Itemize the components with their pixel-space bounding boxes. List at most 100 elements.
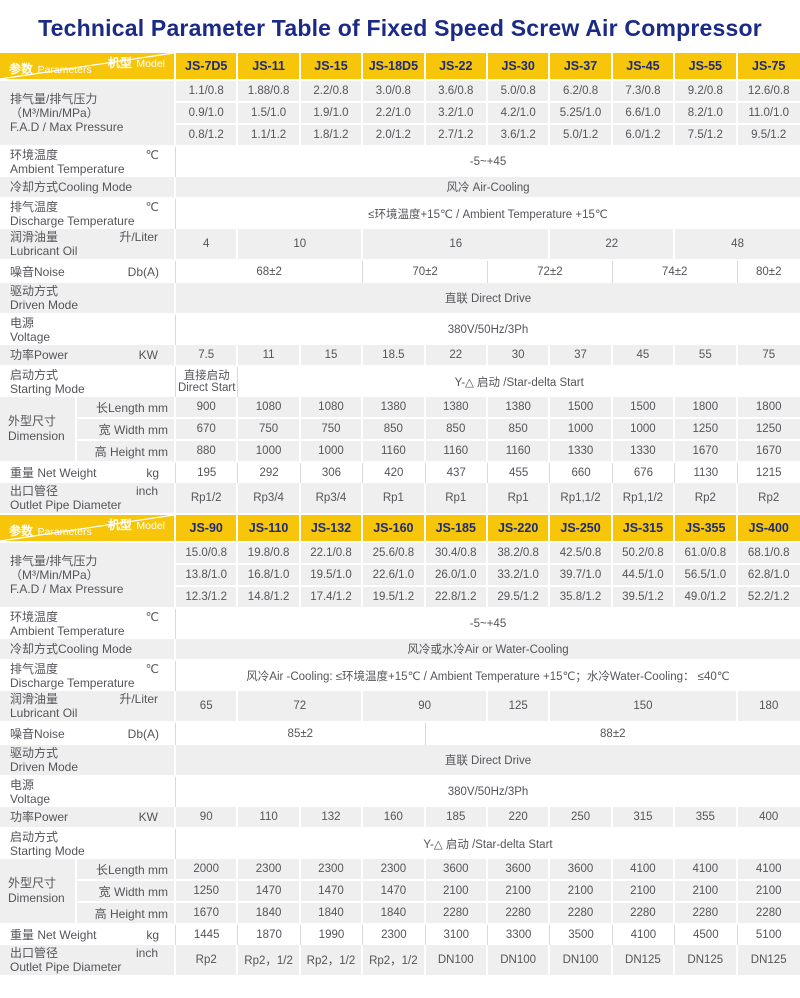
dimension-line: 1250 1470 1470 1470 2100 2100 2100 2100 2100 2100 xyxy=(176,881,800,901)
model-header-cell: JS-220 xyxy=(487,515,551,541)
fad-values: 15.0/0.8 19.8/0.8 22.1/0.8 25.6/0.8 30.4/0.8… xyxy=(176,543,800,607)
value-cell: 1840 xyxy=(363,903,426,923)
value-cell: 7.5/1.2 xyxy=(675,125,738,145)
value-cell: 850 xyxy=(425,419,488,439)
value-cell: 660 xyxy=(550,463,613,483)
value-cell: 5.0/1.2 xyxy=(550,125,613,145)
value-cell: 3600 xyxy=(425,859,488,879)
model-header-cell: JS-160 xyxy=(363,515,426,541)
param-label-cell: 重量 Net Weight kg xyxy=(0,463,176,483)
value-cell: 2100 xyxy=(550,881,613,901)
parameters-label-cn: 参数 xyxy=(9,524,34,538)
value-cell: 56.5/1.0 xyxy=(675,565,738,585)
fad-values: 1.1/0.8 1.88/0.8 2.2/0.8 3.0/0.8 3.6/0.8 5.0/… xyxy=(176,81,800,145)
param-label-cell: 噪音Noise Db(A) xyxy=(0,723,176,745)
model-header-cell: JS-250 xyxy=(550,515,613,541)
value-cell: 0.8/1.2 xyxy=(176,125,239,145)
value-cell: 750 xyxy=(238,419,301,439)
value-cell: 22 xyxy=(425,345,488,365)
value-cell: 88±2 xyxy=(425,723,800,745)
value-cell: 1470 xyxy=(300,881,364,901)
value-cell: 3.6/0.8 xyxy=(425,81,488,101)
value-cell: 380V/50Hz/3Ph xyxy=(176,777,800,807)
value-cell: 1080 xyxy=(238,397,301,417)
parameters-label: 参数 Parameters xyxy=(9,60,92,78)
value-cell: 1160 xyxy=(363,441,426,461)
value-cell: 2280 xyxy=(737,903,800,923)
param-label-cell: 噪音Noise Db(A) xyxy=(0,261,176,283)
param-label-line: 排气温度 ℃ xyxy=(10,200,175,214)
param-row: 电源 Voltage 380V/50Hz/3Ph xyxy=(0,777,800,807)
value-cell: 2280 xyxy=(675,903,738,923)
value-cell: 2300 xyxy=(238,859,301,879)
model-header-cell: JS-7D5 xyxy=(176,53,239,79)
value-cell: 55 xyxy=(675,345,738,365)
value-cell: 18.5 xyxy=(363,345,426,365)
value-cell: 1130 xyxy=(675,463,738,483)
unit-label: Db(A) xyxy=(127,265,159,279)
param-label-line: 出口管径 inch xyxy=(10,484,174,498)
model-header-cell: JS-400 xyxy=(737,515,800,541)
param-label-text: 出口管径 xyxy=(10,946,59,960)
value-cell: 5.25/1.0 xyxy=(550,103,613,123)
param-label-english: Lubricant Oil xyxy=(10,706,78,720)
param-label-text: 排气量/排气压力（M³/Min/MPa） xyxy=(10,554,99,582)
value-cell: 22.8/1.2 xyxy=(425,587,488,607)
value-cell: 49.0/1.2 xyxy=(675,587,738,607)
value-cell: 26.0/1.0 xyxy=(425,565,488,585)
value-cell: 1.9/1.0 xyxy=(300,103,364,123)
param-row: 噪音Noise Db(A) 85±2 88±2 xyxy=(0,723,800,745)
value-cell: 72 xyxy=(238,691,364,721)
param-label-english: Outlet Pipe Diameter xyxy=(10,960,122,974)
param-label-cell: 排气温度 ℃ Discharge Temperature xyxy=(0,661,176,691)
parameter-table-1: 机型 Model 参数 Parameters JS-7D5 JS-11 JS-15 JS-… xyxy=(0,53,800,513)
value-cell: 3100 xyxy=(425,925,488,945)
param-label-cell: 润滑油量 升/Liter Lubricant Oil xyxy=(0,229,176,259)
dimension-line: 880 1000 1000 1160 1160 1160 1330 1330 1670 1670 xyxy=(176,441,800,461)
model-header-cell: JS-90 xyxy=(176,515,239,541)
value-cell: 315 xyxy=(612,807,676,827)
value-cell: 180 xyxy=(737,691,800,721)
value-cell: 185 xyxy=(425,807,488,827)
value-cell: 1470 xyxy=(363,881,426,901)
param-label-text: 重量 Net Weight xyxy=(10,928,97,942)
value-cell: 15.0/0.8 xyxy=(176,543,239,563)
value-cell: 72±2 xyxy=(487,261,613,283)
param-label-line: 噪音Noise Db(A) xyxy=(10,265,175,279)
param-label-cell: 重量 Net Weight kg xyxy=(0,925,176,945)
unit-label: ℃ xyxy=(145,148,159,162)
value-cell: -5~+45 xyxy=(176,609,800,639)
unit-label: ℃ xyxy=(145,200,159,214)
value-cell: 65 xyxy=(176,691,239,721)
value-cell: Rp1 xyxy=(363,483,426,513)
value-cell: 1840 xyxy=(238,903,301,923)
param-label-cell: 功率Power KW xyxy=(0,345,176,365)
value-cell: 75 xyxy=(737,345,800,365)
fad-line: 15.0/0.8 19.8/0.8 22.1/0.8 25.6/0.8 30.4/0.8… xyxy=(176,543,800,563)
value-cell: 22.1/0.8 xyxy=(300,543,364,563)
value-cell: 1800 xyxy=(737,397,800,417)
value-cell: Rp1 xyxy=(425,483,488,513)
value-cell: 25.6/0.8 xyxy=(363,543,426,563)
value-cell: 1670 xyxy=(737,441,800,461)
value-cell: 风冷Air -Cooling: ≤环境温度+15℃ / Ambient Temp… xyxy=(176,661,800,691)
value-cell: 110 xyxy=(238,807,301,827)
param-label-cell: 排气量/排气压力（M³/Min/MPa） F.A.D / Max Pressure xyxy=(0,81,176,145)
value-cell: Rp2 xyxy=(176,945,239,975)
value-cell: 15 xyxy=(300,345,364,365)
param-label-english: F.A.D / Max Pressure xyxy=(10,582,124,596)
param-label-text: 电源 xyxy=(10,778,35,792)
parameters-label: 参数 Parameters xyxy=(9,522,92,540)
value-cell: 3.0/0.8 xyxy=(363,81,426,101)
value-cell: 2.7/1.2 xyxy=(425,125,488,145)
value-cell: 9.2/0.8 xyxy=(675,81,738,101)
value-cell: 4100 xyxy=(737,859,800,879)
value-cell: 30 xyxy=(487,345,551,365)
value-cell: Rp3/4 xyxy=(300,483,364,513)
value-cell: 1380 xyxy=(363,397,426,417)
unit-label: KW xyxy=(138,348,158,362)
value-cell: 14.8/1.2 xyxy=(238,587,301,607)
model-header-cell: JS-315 xyxy=(612,515,676,541)
param-label-cell: 冷却方式Cooling Mode xyxy=(0,639,176,659)
value-cell: 250 xyxy=(550,807,613,827)
